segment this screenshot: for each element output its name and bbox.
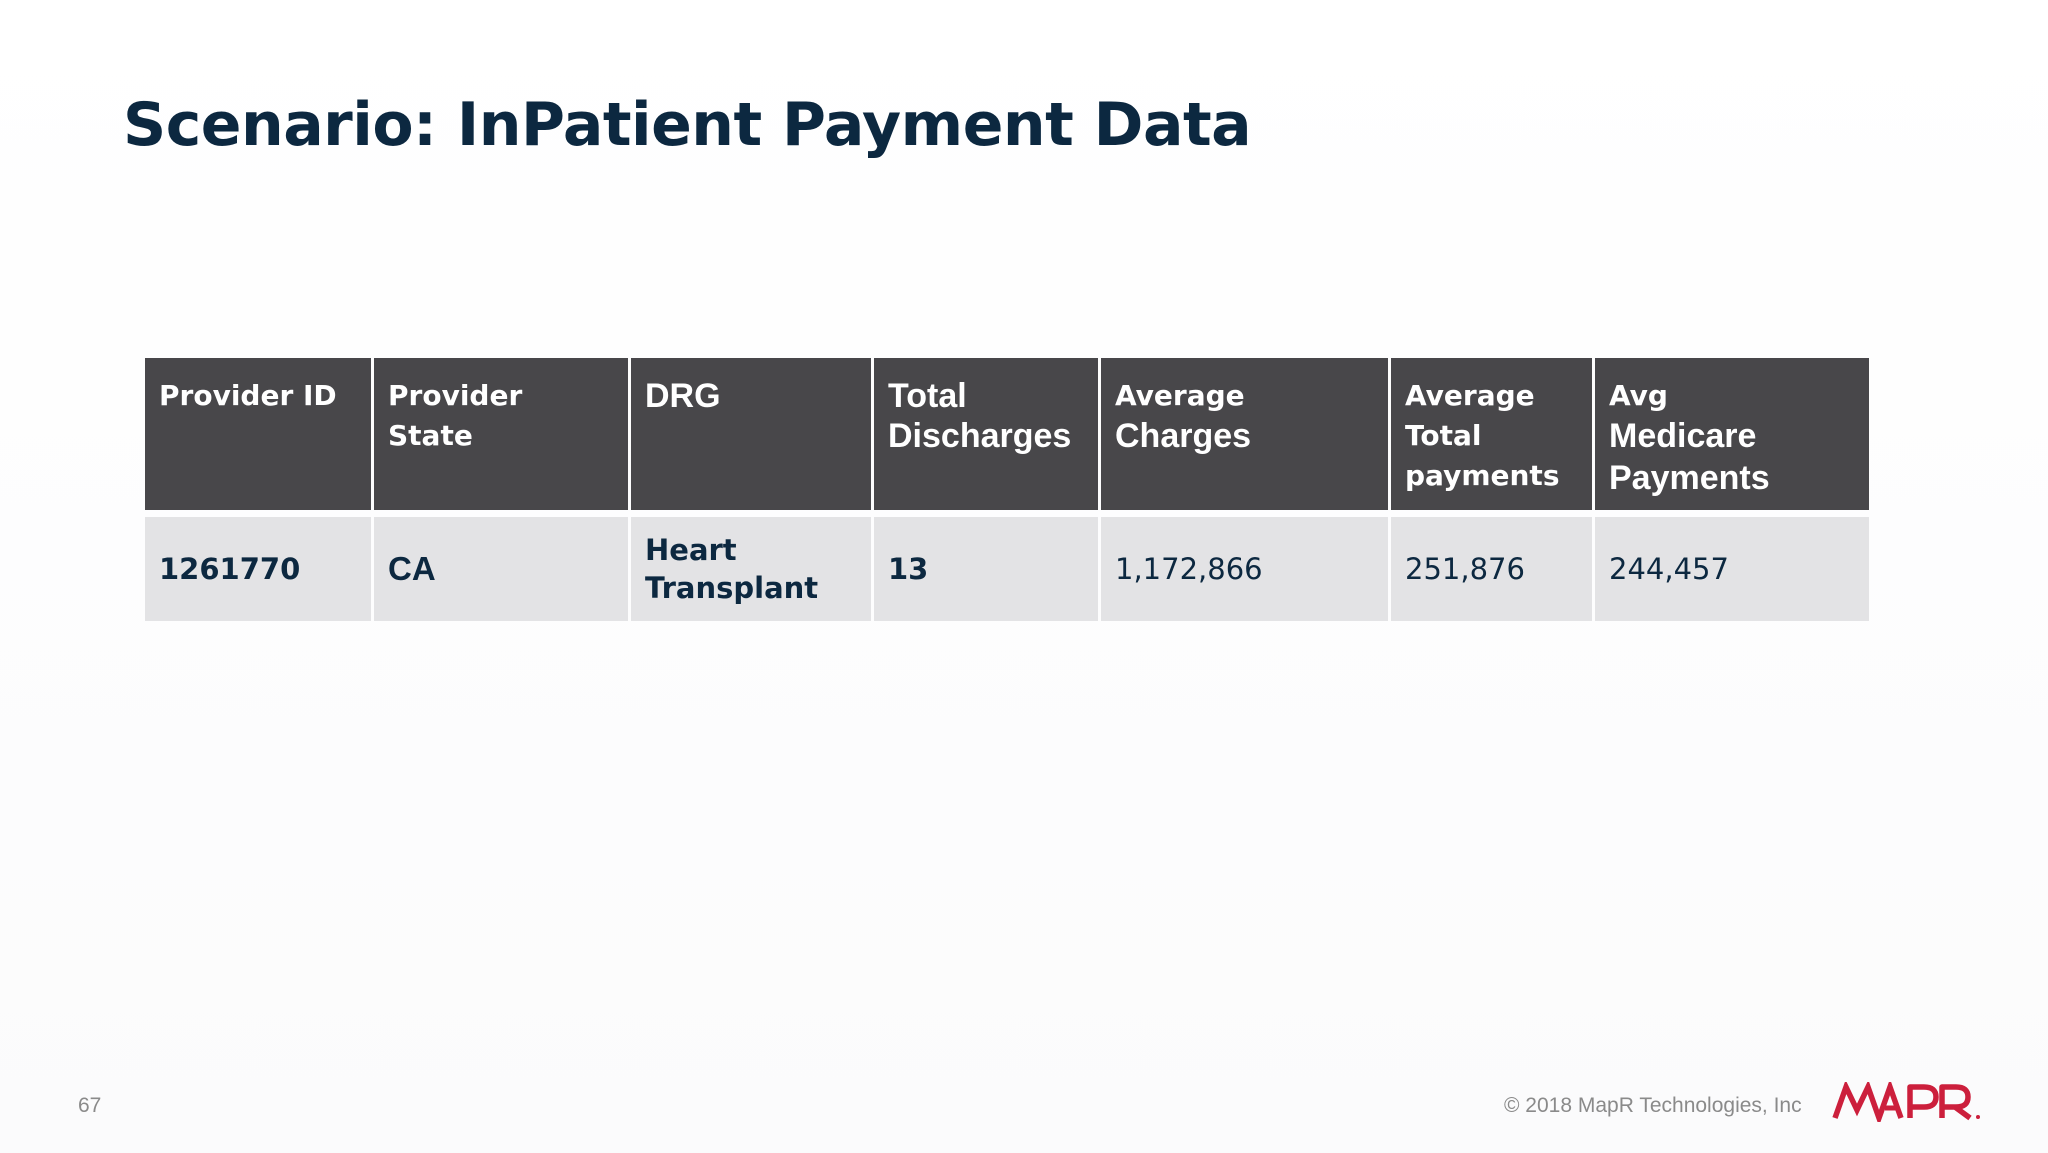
header-drg: DRG [631, 358, 871, 510]
header-average-total-payments: Average Total payments [1391, 358, 1592, 510]
cell-average-charges: 1,172,866 [1101, 517, 1388, 621]
header-average-total-payments-line-1: Average [1405, 379, 1535, 412]
cell-provider-id: 1261770 [145, 517, 371, 621]
page-number: 67 [78, 1094, 102, 1117]
cell-provider-state: CA [374, 517, 628, 621]
header-avg-medicare-payments-line-1: Avg [1609, 379, 1668, 412]
spacer-cell [1391, 510, 1592, 517]
header-average-total-payments-line-3: payments [1405, 459, 1560, 492]
spacer-cell [1595, 510, 1869, 517]
cell-drg: Heart Transplant [631, 517, 871, 621]
header-drg-line-1: DRG [645, 377, 721, 415]
header-average-total-payments-line-2: Total [1405, 419, 1482, 452]
mapr-logo [1832, 1082, 1980, 1122]
header-provider-id: Provider ID [145, 358, 371, 510]
header-average-charges-line-1: Average [1115, 379, 1245, 412]
header-total-discharges-line-1: Total [888, 377, 967, 415]
header-provider-id-line-1: Provider ID [159, 379, 337, 412]
table-header-row: Provider ID Provider State DRG Total Dis… [145, 358, 1869, 510]
cell-average-total-payments: 251,876 [1391, 517, 1592, 621]
header-provider-state-line-2: State [388, 419, 473, 452]
header-provider-state-line-1: Provider [388, 379, 523, 412]
table-row: 1261770 CA Heart Transplant 13 1,172,866… [145, 517, 1869, 621]
header-provider-state: Provider State [374, 358, 628, 510]
cell-drg-line-1: Heart [645, 533, 737, 567]
copyright-notice: © 2018 MapR Technologies, Inc [1504, 1094, 1802, 1117]
inpatient-payment-table: Provider ID Provider State DRG Total Dis… [142, 358, 1872, 621]
spacer-cell [374, 510, 628, 517]
header-average-charges-line-2: Charges [1115, 417, 1252, 455]
table-spacer-row [145, 510, 1869, 517]
cell-total-discharges: 13 [874, 517, 1098, 621]
cell-avg-medicare-payments: 244,457 [1595, 517, 1869, 621]
slide-title: Scenario: InPatient Payment Data [123, 90, 1252, 160]
header-avg-medicare-payments-line-2: Medicare [1609, 417, 1757, 455]
header-avg-medicare-payments-line-3: Payments [1609, 459, 1770, 497]
cell-drg-line-2: Transplant [645, 571, 819, 605]
header-total-discharges: Total Discharges [874, 358, 1098, 510]
spacer-cell [1101, 510, 1388, 517]
spacer-cell [874, 510, 1098, 517]
header-average-charges: Average Charges [1101, 358, 1388, 510]
spacer-cell [631, 510, 871, 517]
header-total-discharges-line-2: Discharges [888, 417, 1072, 455]
header-avg-medicare-payments: Avg Medicare Payments [1595, 358, 1869, 510]
spacer-cell [145, 510, 371, 517]
